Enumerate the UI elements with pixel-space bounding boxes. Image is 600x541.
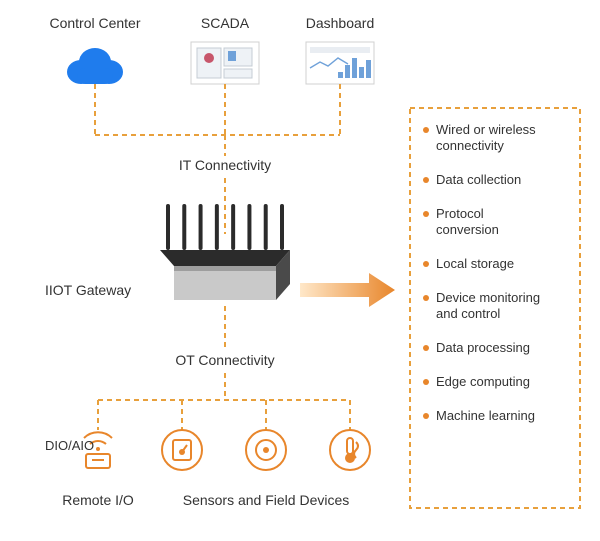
top-item-label: Control Center [49, 15, 140, 31]
gauge-icon [162, 430, 202, 470]
iiot-gateway-diagram: Control Center SCADA Dashboard IT Connectiv… [0, 0, 600, 541]
top-item-label: SCADA [201, 15, 250, 31]
feature-item: Machine learning [436, 408, 535, 423]
bullet-icon [423, 345, 429, 351]
bullet-icon [423, 413, 429, 419]
bullet-icon [423, 379, 429, 385]
sensors-label: Sensors and Field Devices [183, 492, 350, 508]
feature-item: Device monitoringand control [436, 290, 540, 321]
sensor-icon [246, 430, 286, 470]
dio-aio-label: DIO/AIO [45, 438, 94, 453]
feature-item: Edge computing [436, 374, 530, 389]
iiot-gateway-label: IIOT Gateway [45, 282, 131, 298]
ot-connectivity-label: OT Connectivity [175, 352, 274, 368]
feature-item: Protocolconversion [436, 206, 499, 237]
feature-item: Wired or wirelessconnectivity [436, 122, 536, 153]
feature-item: Data processing [436, 340, 530, 355]
bullet-icon [423, 295, 429, 301]
top-item-label: Dashboard [306, 15, 375, 31]
dashboard-thumb [306, 42, 374, 84]
cloud-icon [67, 48, 123, 84]
bullet-icon [423, 127, 429, 133]
bullet-icon [423, 177, 429, 183]
bullet-icon [423, 261, 429, 267]
feature-item: Data collection [436, 172, 521, 187]
arrow-icon [300, 273, 395, 307]
it-connectivity-label: IT Connectivity [179, 157, 271, 173]
feature-item: Local storage [436, 256, 514, 271]
bullet-icon [423, 211, 429, 217]
thermo-icon [330, 430, 370, 470]
scada-thumb [191, 42, 259, 84]
remote-io-label: Remote I/O [62, 492, 134, 508]
